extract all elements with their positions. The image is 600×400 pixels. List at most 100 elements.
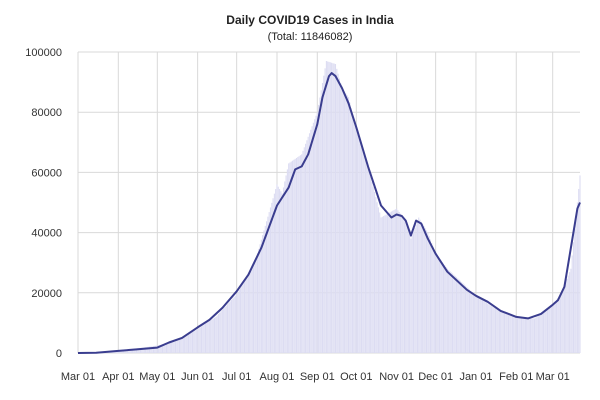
daily-bar	[511, 315, 513, 353]
daily-bar	[208, 321, 210, 353]
daily-bar	[146, 346, 148, 353]
daily-bar	[145, 347, 147, 353]
daily-bar	[351, 113, 353, 353]
daily-bar	[532, 318, 534, 353]
x-tick-label: Dec 01	[418, 371, 453, 383]
daily-bar	[550, 305, 552, 353]
daily-bar	[311, 126, 313, 353]
daily-bar	[249, 271, 251, 353]
daily-bar	[315, 115, 317, 353]
daily-bar	[462, 283, 464, 353]
daily-bar	[129, 349, 131, 353]
daily-bar	[528, 317, 530, 353]
daily-bar	[344, 91, 346, 354]
daily-bar	[204, 323, 206, 353]
daily-bar	[189, 333, 191, 353]
daily-bar	[171, 342, 173, 353]
daily-bar	[177, 340, 179, 353]
daily-bar	[174, 341, 177, 353]
daily-bar	[245, 278, 247, 353]
daily-bar	[394, 209, 396, 353]
daily-bar	[132, 348, 134, 353]
daily-bar	[230, 299, 233, 353]
daily-bar	[227, 304, 229, 353]
daily-bar	[457, 278, 459, 353]
daily-bar	[472, 293, 474, 353]
daily-bar	[319, 97, 321, 353]
daily-bar	[159, 344, 161, 353]
daily-bar	[431, 243, 433, 353]
daily-bar	[331, 62, 333, 353]
daily-bar	[570, 268, 572, 353]
daily-bar	[497, 309, 499, 353]
daily-bar	[233, 297, 235, 353]
daily-bar	[198, 328, 200, 353]
daily-bar	[523, 317, 525, 353]
y-tick-label: 60000	[31, 167, 62, 179]
daily-bar	[428, 236, 430, 353]
daily-bar	[298, 156, 300, 353]
daily-bar	[527, 317, 529, 353]
daily-bar	[197, 328, 199, 353]
daily-bar	[566, 279, 568, 353]
x-tick-label: Mar 01	[61, 371, 95, 383]
daily-bar	[237, 292, 239, 353]
daily-bar	[202, 325, 204, 353]
daily-bar	[312, 122, 314, 353]
daily-bar	[364, 158, 366, 353]
daily-bar	[137, 348, 139, 353]
daily-bar	[161, 344, 164, 353]
daily-bar	[134, 348, 136, 353]
daily-bar	[337, 73, 339, 353]
daily-bar	[479, 298, 481, 353]
daily-bar	[536, 316, 538, 353]
daily-bar	[446, 268, 448, 353]
chart-subtitle: (Total: 11846082)	[267, 31, 353, 43]
daily-bar	[470, 290, 472, 353]
daily-bar	[184, 336, 186, 353]
daily-bar	[399, 213, 402, 353]
daily-bar	[155, 345, 157, 353]
daily-bar	[223, 308, 225, 353]
y-tick-label: 40000	[31, 228, 62, 240]
daily-bar	[500, 310, 502, 353]
daily-bar	[505, 312, 507, 353]
daily-bar	[554, 301, 556, 353]
daily-bar	[125, 349, 127, 353]
daily-bar	[414, 228, 416, 353]
daily-bar	[314, 119, 316, 354]
daily-bar	[338, 78, 340, 353]
daily-bar	[465, 285, 467, 353]
daily-bar	[203, 324, 205, 353]
daily-bar	[562, 289, 564, 353]
daily-bar	[474, 294, 476, 353]
daily-bar	[307, 136, 309, 353]
daily-bar	[491, 306, 493, 353]
daily-bar	[215, 316, 217, 353]
daily-bar	[318, 104, 320, 353]
daily-bar	[385, 214, 387, 353]
daily-bar	[522, 317, 524, 353]
daily-bar	[350, 108, 352, 353]
daily-bar	[515, 316, 517, 353]
daily-bar	[148, 346, 151, 353]
daily-bar	[216, 315, 218, 353]
x-tick-label: Jul 01	[222, 371, 251, 383]
daily-bar	[553, 303, 555, 353]
daily-bar	[514, 316, 516, 353]
daily-bar	[359, 142, 361, 353]
daily-bar	[251, 267, 253, 353]
daily-bar	[242, 283, 244, 353]
daily-bar	[302, 150, 304, 353]
daily-bar	[259, 244, 261, 353]
daily-bar	[238, 289, 240, 353]
y-tick-label: 100000	[25, 47, 62, 59]
daily-bar	[403, 218, 405, 353]
daily-bar	[520, 317, 523, 353]
daily-bar	[329, 62, 331, 353]
daily-bar	[152, 346, 154, 353]
y-tick-label: 0	[56, 348, 62, 360]
daily-bar	[168, 342, 170, 353]
daily-bar	[377, 207, 379, 353]
daily-bar	[565, 282, 567, 353]
